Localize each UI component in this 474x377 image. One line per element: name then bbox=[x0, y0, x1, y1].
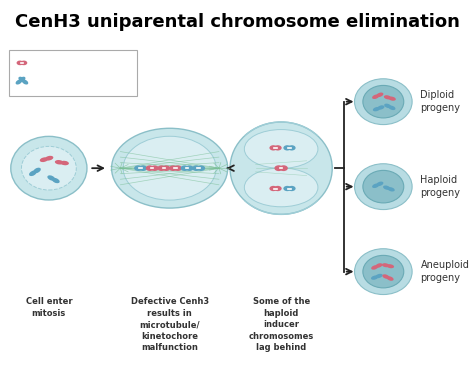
Ellipse shape bbox=[52, 178, 60, 183]
Ellipse shape bbox=[372, 184, 379, 188]
Ellipse shape bbox=[288, 145, 296, 150]
Ellipse shape bbox=[146, 166, 154, 171]
Ellipse shape bbox=[244, 168, 318, 207]
Ellipse shape bbox=[197, 166, 205, 171]
Ellipse shape bbox=[383, 274, 390, 279]
Ellipse shape bbox=[11, 136, 87, 200]
Text: Some of the
haploid
inducer
chromosomes
lag behind: Some of the haploid inducer chromosomes … bbox=[248, 297, 314, 352]
Ellipse shape bbox=[244, 130, 318, 169]
Ellipse shape bbox=[192, 166, 201, 171]
Ellipse shape bbox=[274, 186, 282, 191]
FancyBboxPatch shape bbox=[9, 50, 137, 96]
Ellipse shape bbox=[162, 166, 170, 171]
Ellipse shape bbox=[363, 86, 404, 118]
Ellipse shape bbox=[173, 166, 182, 171]
Ellipse shape bbox=[375, 274, 383, 278]
Ellipse shape bbox=[382, 263, 389, 267]
Ellipse shape bbox=[230, 122, 332, 215]
Ellipse shape bbox=[21, 146, 76, 190]
Ellipse shape bbox=[20, 61, 27, 65]
Ellipse shape bbox=[363, 170, 404, 203]
Ellipse shape bbox=[123, 136, 216, 200]
Ellipse shape bbox=[372, 95, 379, 99]
Ellipse shape bbox=[386, 276, 393, 281]
Ellipse shape bbox=[279, 165, 288, 171]
Text: CenH3 uniparental chromosome elimination: CenH3 uniparental chromosome elimination bbox=[15, 13, 459, 31]
Ellipse shape bbox=[283, 186, 291, 191]
Ellipse shape bbox=[55, 160, 64, 164]
Ellipse shape bbox=[139, 166, 147, 171]
Ellipse shape bbox=[384, 104, 391, 108]
Ellipse shape bbox=[274, 165, 283, 171]
Ellipse shape bbox=[157, 166, 165, 171]
Ellipse shape bbox=[375, 263, 383, 268]
Ellipse shape bbox=[47, 175, 55, 181]
Ellipse shape bbox=[17, 61, 23, 65]
Text: Wildtype CenH3: Wildtype CenH3 bbox=[34, 76, 107, 85]
Text: Modified Cenh3: Modified Cenh3 bbox=[34, 58, 105, 67]
Ellipse shape bbox=[150, 166, 159, 171]
Ellipse shape bbox=[384, 95, 391, 100]
Ellipse shape bbox=[371, 276, 378, 280]
Ellipse shape bbox=[363, 255, 404, 288]
Ellipse shape bbox=[269, 145, 277, 150]
Ellipse shape bbox=[387, 264, 394, 268]
Text: Aneuploid
progeny: Aneuploid progeny bbox=[420, 261, 469, 283]
Ellipse shape bbox=[19, 77, 26, 82]
Ellipse shape bbox=[376, 182, 383, 186]
Ellipse shape bbox=[388, 97, 396, 101]
Ellipse shape bbox=[134, 166, 142, 171]
Ellipse shape bbox=[16, 80, 22, 84]
Ellipse shape bbox=[355, 249, 412, 294]
Ellipse shape bbox=[33, 168, 41, 173]
Ellipse shape bbox=[388, 106, 395, 110]
Ellipse shape bbox=[269, 186, 277, 191]
Ellipse shape bbox=[376, 92, 383, 97]
Ellipse shape bbox=[383, 185, 390, 190]
Ellipse shape bbox=[371, 265, 378, 270]
Ellipse shape bbox=[377, 105, 384, 110]
Text: Defective Cenh3
results in
microtubule/
kinetochore
malfunction: Defective Cenh3 results in microtubule/ … bbox=[130, 297, 209, 352]
Ellipse shape bbox=[274, 145, 282, 150]
Ellipse shape bbox=[185, 166, 193, 171]
Ellipse shape bbox=[355, 164, 412, 210]
Ellipse shape bbox=[111, 128, 228, 208]
Ellipse shape bbox=[40, 157, 48, 162]
Ellipse shape bbox=[387, 187, 395, 192]
Ellipse shape bbox=[283, 145, 291, 150]
Text: Haploid
progeny: Haploid progeny bbox=[420, 175, 460, 198]
Ellipse shape bbox=[18, 77, 25, 82]
Ellipse shape bbox=[169, 166, 177, 171]
Ellipse shape bbox=[60, 161, 69, 165]
Ellipse shape bbox=[181, 166, 189, 171]
Ellipse shape bbox=[355, 79, 412, 124]
Ellipse shape bbox=[29, 170, 36, 176]
Ellipse shape bbox=[45, 156, 54, 161]
Ellipse shape bbox=[288, 186, 296, 191]
Text: Diploid
progeny: Diploid progeny bbox=[420, 90, 460, 113]
Ellipse shape bbox=[22, 80, 28, 84]
Ellipse shape bbox=[373, 107, 380, 111]
Text: Cell enter
mitosis: Cell enter mitosis bbox=[26, 297, 72, 318]
